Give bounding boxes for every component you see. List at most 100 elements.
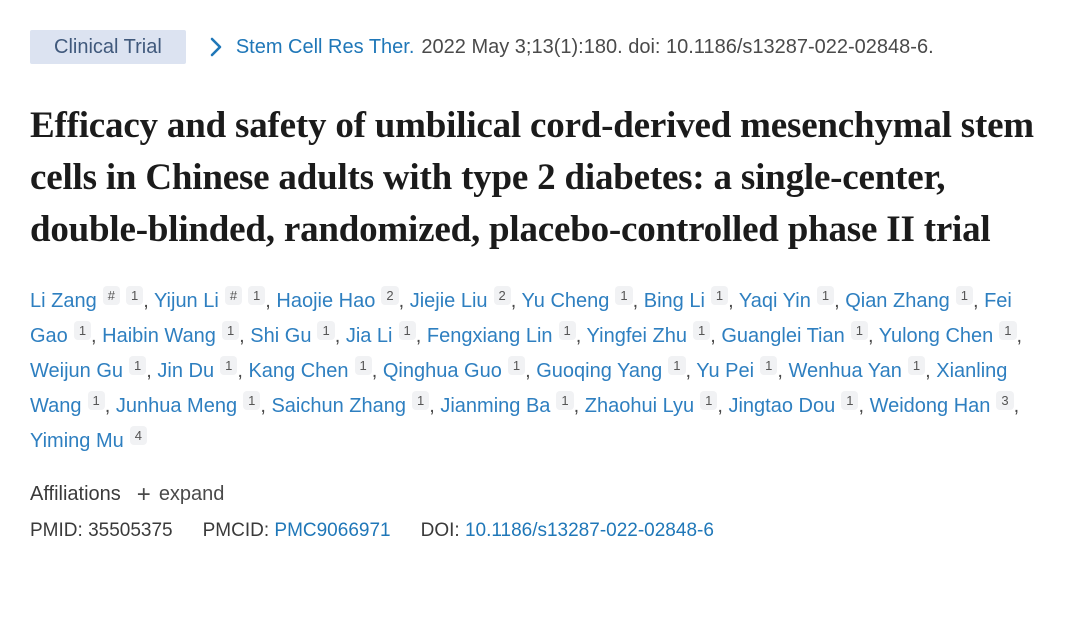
affiliations-row: Affiliations + expand — [30, 482, 1040, 506]
author-link[interactable]: Yaqi Yin — [738, 290, 811, 312]
author-affiliation-sup[interactable]: 1 — [700, 391, 718, 410]
pmcid-group: PMCID: PMC9066971 — [203, 520, 391, 542]
author-link[interactable]: Zhaohui Lyu — [584, 395, 695, 417]
author-link[interactable]: Xianling Wang — [30, 360, 1008, 417]
author-link[interactable]: Yijun Li — [153, 290, 219, 312]
chevron-right-icon — [208, 36, 224, 58]
author-separator: , — [104, 395, 116, 417]
author-affiliation-sup[interactable]: 1 — [73, 321, 92, 340]
author-affiliation-sup[interactable]: 1 — [398, 321, 416, 340]
expand-label: expand — [158, 483, 225, 505]
author-separator: , — [143, 290, 154, 312]
author-affiliation-sup[interactable]: 1 — [558, 321, 576, 340]
author-affiliation-sup[interactable]: 1 — [248, 286, 266, 305]
author-affiliation-sup[interactable]: 1 — [615, 286, 633, 305]
author-list: Li Zang #1, Yijun Li #1, Haojie Hao 2, Jiej… — [30, 284, 1040, 459]
doi-label: DOI: — [420, 520, 460, 541]
affiliations-label: Affiliations — [30, 483, 121, 505]
author-affiliation-sup[interactable]: 1 — [411, 391, 430, 410]
author-separator: , — [429, 395, 441, 417]
author-affiliation-sup[interactable]: 1 — [999, 321, 1017, 340]
author-affiliation-sup[interactable]: 2 — [381, 286, 399, 305]
author-affiliation-sup[interactable]: 1 — [907, 356, 926, 375]
author-affiliation-sup[interactable]: 1 — [760, 356, 778, 375]
author-link[interactable]: Jianming Ba — [440, 395, 551, 417]
author-separator: , — [260, 395, 272, 417]
author-link[interactable]: Fengxiang Lin — [426, 325, 553, 347]
author-separator: , — [398, 290, 410, 312]
author-separator: , — [237, 360, 249, 382]
author-link[interactable]: Bing Li — [643, 290, 705, 312]
author-separator: , — [710, 325, 722, 347]
author-affiliation-sup[interactable]: 2 — [493, 286, 511, 305]
author-link[interactable]: Li Zang — [30, 290, 97, 312]
author-separator: , — [146, 360, 158, 382]
author-affiliation-sup[interactable]: 1 — [317, 321, 335, 340]
author-link[interactable]: Haojie Hao — [276, 290, 376, 312]
author-link[interactable]: Haibin Wang — [102, 325, 216, 347]
author-affiliation-sup[interactable]: 3 — [996, 391, 1014, 410]
author-affiliation-sup[interactable]: 4 — [129, 426, 147, 445]
author-link[interactable]: Wenhua Yan — [788, 360, 902, 382]
author-affiliation-sup[interactable]: 1 — [692, 321, 711, 340]
author-link[interactable]: Saichun Zhang — [271, 395, 406, 417]
author-link[interactable]: Yingfei Zhu — [586, 325, 687, 347]
author-link[interactable]: Weijun Gu — [30, 360, 124, 382]
author-link[interactable]: Fei Gao — [30, 290, 1012, 347]
author-link[interactable]: Jia Li — [345, 325, 393, 347]
author-affiliation-sup[interactable]: 1 — [816, 286, 835, 305]
author-affiliation-sup[interactable]: 1 — [125, 286, 144, 305]
author-affiliation-sup[interactable]: 1 — [87, 391, 105, 410]
author-link[interactable]: Kang Chen — [248, 360, 349, 382]
author-affiliation-sup[interactable]: 1 — [220, 356, 238, 375]
author-affiliation-sup[interactable]: 1 — [955, 286, 973, 305]
author-affiliation-sup[interactable]: 1 — [243, 391, 261, 410]
author-link[interactable]: Qinghua Guo — [382, 360, 502, 382]
page-title: Efficacy and safety of umbilical cord-de… — [30, 105, 1034, 250]
author-link[interactable]: Guoqing Yang — [536, 360, 663, 382]
author-link[interactable]: Jin Du — [157, 360, 215, 382]
author-separator: , — [415, 325, 427, 347]
author-affiliation-sup[interactable]: 1 — [221, 321, 240, 340]
author-affiliation-sup[interactable]: 1 — [850, 321, 868, 340]
doi-link[interactable]: 10.1186/s13287-022-02848-6 — [464, 520, 714, 541]
author-separator: , — [1016, 325, 1023, 347]
author-link[interactable]: Yu Cheng — [521, 290, 610, 312]
affiliations-expand-button[interactable]: + expand — [137, 482, 225, 506]
author-link[interactable]: Guanglei Tian — [721, 325, 845, 347]
journal-link[interactable]: Stem Cell Res Ther. — [235, 35, 415, 58]
author-link[interactable]: Jiejie Liu — [409, 290, 488, 312]
citation-text: 2022 May 3;13(1):180. doi: 10.1186/s1328… — [421, 35, 934, 58]
author-affiliation-sup[interactable]: # — [224, 286, 243, 305]
author-separator: , — [573, 395, 585, 417]
article-header: Clinical Trial Stem Cell Res Ther. 2022 … — [30, 30, 1040, 64]
author-affiliation-sup[interactable]: 1 — [507, 356, 526, 375]
pmid-value: 35505375 — [88, 520, 173, 541]
author-link[interactable]: Shi Gu — [250, 325, 312, 347]
author-affiliation-sup[interactable]: 1 — [710, 286, 729, 305]
pmcid-link[interactable]: PMC9066971 — [274, 520, 391, 541]
pmid-label: PMID: — [30, 520, 83, 541]
author-link[interactable]: Yu Pei — [696, 360, 755, 382]
author-separator: , — [925, 360, 937, 382]
author-affiliation-sup[interactable]: 1 — [354, 356, 372, 375]
author-separator: , — [685, 360, 697, 382]
author-affiliation-sup[interactable]: 1 — [668, 356, 686, 375]
author-separator: , — [334, 325, 346, 347]
author-link[interactable]: Yiming Mu — [30, 430, 124, 452]
author-link[interactable]: Yulong Chen — [878, 325, 994, 347]
author-separator: , — [728, 290, 739, 312]
pmcid-label: PMCID: — [202, 520, 270, 541]
author-separator: , — [834, 290, 846, 312]
author-link[interactable]: Jingtao Dou — [728, 395, 836, 417]
author-affiliation-sup[interactable]: 1 — [129, 356, 147, 375]
author-link[interactable]: Weidong Han — [869, 395, 991, 417]
pmid-group: PMID: 35505375 — [30, 520, 173, 542]
author-separator: , — [858, 395, 870, 417]
author-separator: , — [717, 395, 729, 417]
author-link[interactable]: Qian Zhang — [845, 290, 950, 312]
author-affiliation-sup[interactable]: # — [102, 286, 120, 305]
author-link[interactable]: Junhua Meng — [115, 395, 238, 417]
author-affiliation-sup[interactable]: 1 — [841, 391, 859, 410]
author-affiliation-sup[interactable]: 1 — [556, 391, 574, 410]
